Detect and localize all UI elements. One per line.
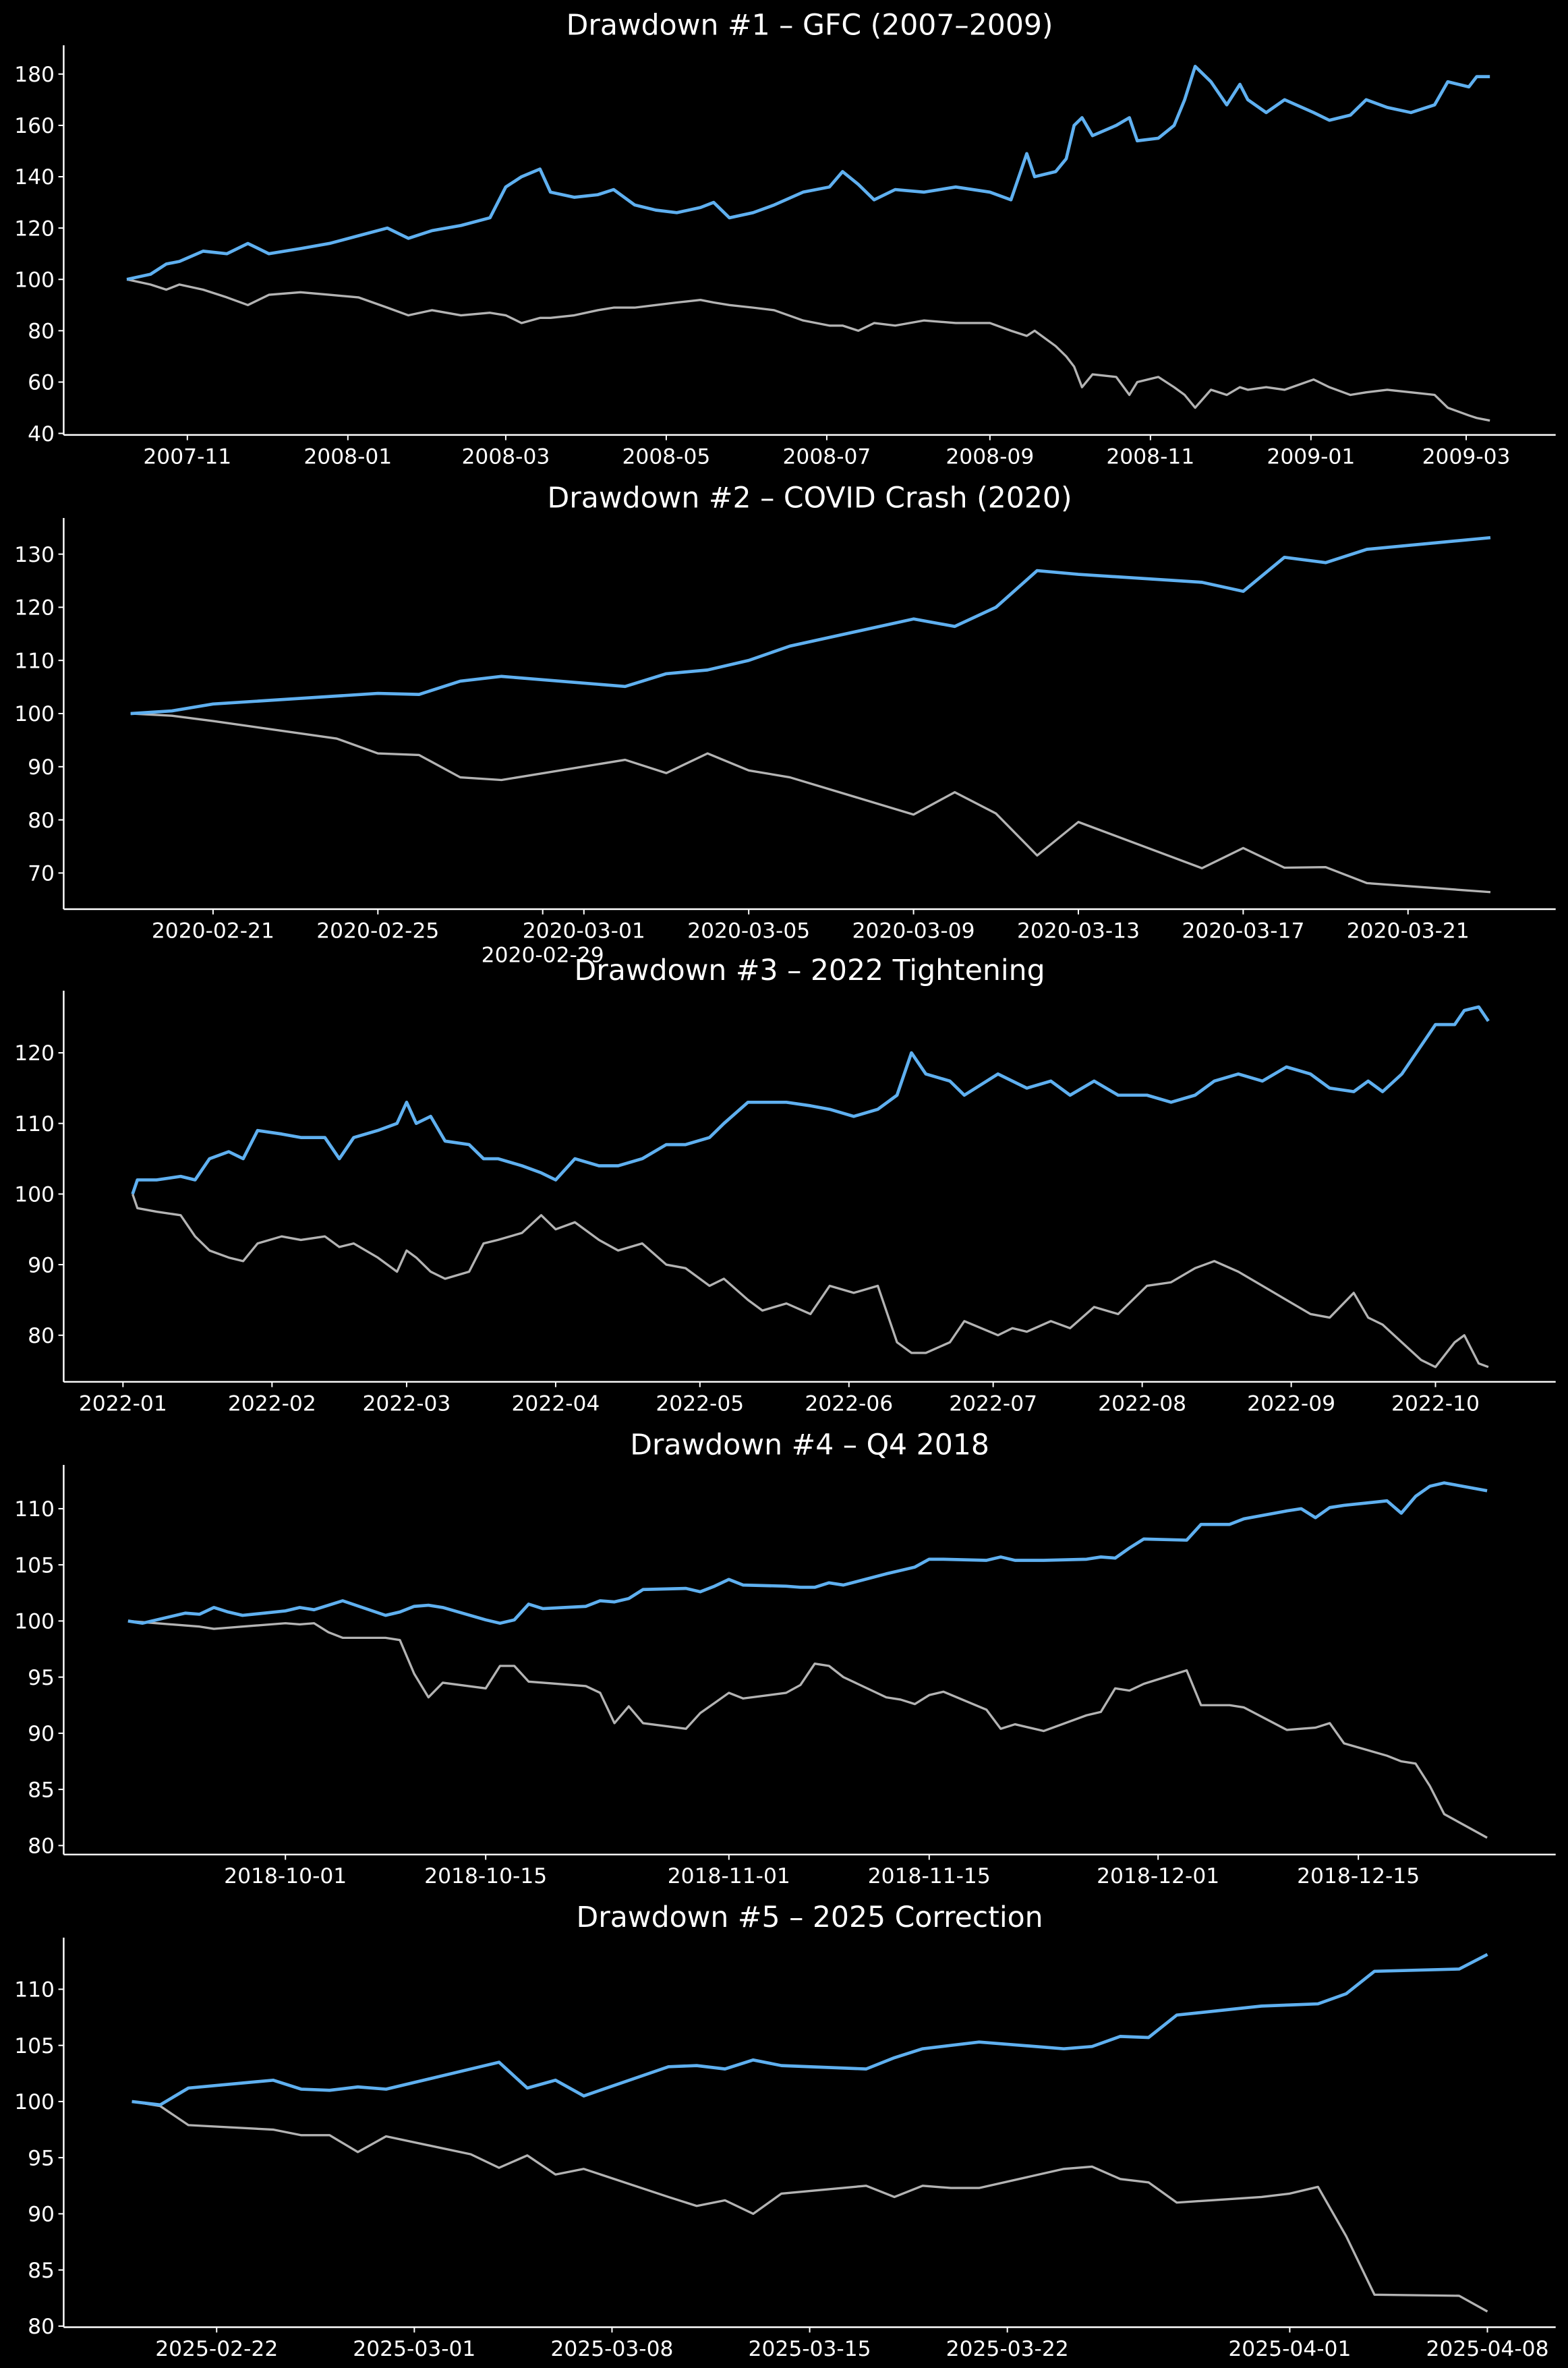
x-tick-label: 2020-03-17 (1182, 919, 1304, 944)
x-tick-label: 2018-12-15 (1297, 1864, 1420, 1888)
x-tick-label: 2022-07 (949, 1391, 1037, 1416)
x-tick-label: 2008-03 (461, 444, 550, 469)
x-tick-label: 2025-03-15 (749, 2337, 871, 2361)
x-tick-label: 2018-11-01 (668, 1864, 790, 1888)
y-tick-label: 80 (28, 1835, 55, 1859)
x-tick-label: 2022-01 (79, 1391, 167, 1416)
x-tick-label: 2008-09 (946, 444, 1034, 469)
x-tick-label: 2025-04-08 (1426, 2337, 1548, 2361)
y-tick-label: 105 (14, 1553, 55, 1578)
series-line-blue (130, 536, 1491, 716)
y-tick-label: 80 (28, 2315, 55, 2339)
series-line-gray (130, 712, 1491, 894)
y-tick-label: 100 (14, 2090, 55, 2114)
x-tick-label: 2025-02-22 (155, 2337, 278, 2361)
subplot-title: Drawdown #2 – COVID Crash (2020) (548, 482, 1072, 515)
y-tick-label: 100 (14, 1610, 55, 1634)
x-tick-label: 2018-10-01 (224, 1864, 347, 1888)
x-tick-label: 2025-04-01 (1228, 2337, 1351, 2361)
y-tick-label: 40 (28, 422, 55, 446)
series-line-blue (131, 1005, 1490, 1195)
x-tick-label: 2020-03-09 (852, 919, 975, 944)
x-tick-label: 2020-02-25 (316, 919, 439, 944)
y-tick-label: 120 (14, 1041, 55, 1066)
y-tick-label: 90 (28, 755, 55, 780)
subplot-4: Drawdown #4 – Q4 2018 80 85 90 95 100 105 110 20… (14, 1428, 1556, 1888)
y-tick-label: 100 (14, 1183, 55, 1207)
y-tick-label: 95 (28, 2146, 55, 2170)
x-tick-label: 2007-11 (143, 444, 231, 469)
series-line-gray (126, 278, 1490, 422)
subplot-title: Drawdown #4 – Q4 2018 (630, 1428, 989, 1462)
series-line-blue (126, 65, 1490, 281)
y-tick-label: 130 (14, 543, 55, 567)
x-tick-label: 2020-03-21 (1347, 919, 1470, 944)
x-tick-label: 2020-02-21 (152, 919, 274, 944)
y-tick-label: 100 (14, 268, 55, 292)
y-tick-label: 105 (14, 2034, 55, 2058)
x-tick-label: 2022-03 (362, 1391, 451, 1416)
subplot-title: Drawdown #1 – GFC (2007–2009) (567, 9, 1053, 42)
x-tick-label: 2022-06 (805, 1391, 893, 1416)
x-tick-label: 2022-04 (511, 1391, 600, 1416)
subplot-title: Drawdown #3 – 2022 Tightening (574, 954, 1045, 987)
x-tick-label: 2020-03-05 (687, 919, 810, 944)
y-tick-label: 110 (14, 649, 55, 673)
x-tick-label: 2008-05 (622, 444, 710, 469)
series-line-gray (127, 1619, 1488, 1839)
x-tick-label: 2008-11 (1106, 444, 1194, 469)
x-tick-label: 2022-02 (228, 1391, 316, 1416)
y-tick-label: 80 (28, 809, 55, 833)
y-tick-label: 90 (28, 2203, 55, 2227)
y-tick-label: 80 (28, 320, 55, 344)
x-tick-label: 2022-10 (1391, 1391, 1480, 1416)
x-tick-label: 2020-02-29 (482, 943, 604, 967)
x-tick-label: 2018-12-01 (1097, 1864, 1219, 1888)
subplot-title: Drawdown #5 – 2025 Correction (576, 1901, 1043, 1934)
y-tick-label: 110 (14, 1112, 55, 1136)
series-line-gray (132, 2100, 1488, 2313)
x-tick-label: 2009-01 (1267, 444, 1355, 469)
y-tick-label: 80 (28, 1324, 55, 1348)
subplot-2: Drawdown #2 – COVID Crash (2020) 70 80 90 10… (14, 482, 1556, 967)
y-tick-label: 70 (28, 862, 55, 886)
x-tick-label: 2025-03-22 (946, 2337, 1069, 2361)
y-tick-label: 85 (28, 1778, 55, 1802)
series-line-gray (132, 1193, 1489, 1368)
y-tick-label: 140 (14, 165, 55, 190)
x-tick-label: 2018-10-15 (424, 1864, 547, 1888)
y-tick-label: 100 (14, 702, 55, 726)
y-tick-label: 160 (14, 114, 55, 138)
x-tick-label: 2008-07 (782, 444, 871, 469)
series-line-blue (127, 1481, 1488, 1625)
y-tick-label: 90 (28, 1722, 55, 1746)
subplot-3: Drawdown #3 – 2022 Tightening 80 90 100 110 1… (14, 954, 1556, 1416)
y-tick-label: 95 (28, 1666, 55, 1690)
y-tick-label: 110 (14, 1497, 55, 1522)
x-tick-label: 2020-03-01 (523, 919, 645, 944)
x-tick-label: 2008-01 (303, 444, 392, 469)
x-tick-label: 2018-11-15 (868, 1864, 991, 1888)
subplot-5: Drawdown #5 – 2025 Correction 80 85 90 95 100… (14, 1901, 1556, 2361)
x-tick-label: 2022-08 (1098, 1391, 1186, 1416)
y-tick-label: 85 (28, 2259, 55, 2283)
x-tick-label: 2009-03 (1422, 444, 1511, 469)
series-line-blue (132, 1953, 1488, 2107)
y-tick-label: 60 (28, 371, 55, 395)
x-tick-label: 2022-05 (656, 1391, 744, 1416)
x-tick-label: 2020-03-13 (1017, 919, 1140, 944)
y-tick-label: 180 (14, 63, 55, 87)
y-tick-label: 120 (14, 596, 55, 620)
subplot-1: Drawdown #1 – GFC (2007–2009) 40 60 80 100 12… (14, 9, 1556, 469)
y-tick-label: 90 (28, 1253, 55, 1277)
x-tick-label: 2025-03-01 (353, 2337, 475, 2361)
y-tick-label: 110 (14, 1978, 55, 2002)
x-tick-label: 2025-03-08 (550, 2337, 673, 2361)
y-tick-label: 120 (14, 216, 55, 241)
x-tick-label: 2022-09 (1247, 1391, 1335, 1416)
